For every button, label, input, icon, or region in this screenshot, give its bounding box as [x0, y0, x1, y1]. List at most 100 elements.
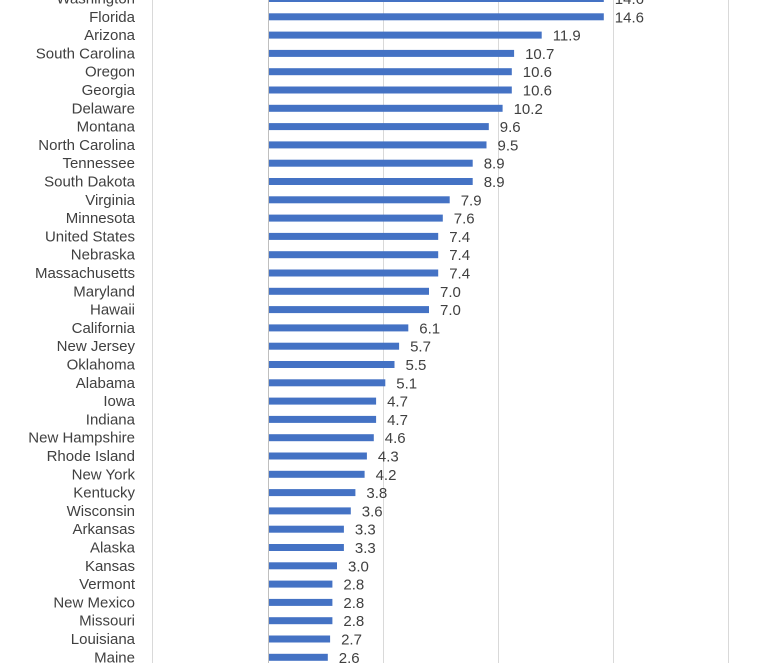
value-label: 11.9 — [553, 28, 581, 45]
category-label: Massachusetts — [35, 265, 135, 282]
bar — [269, 306, 429, 314]
category-label: Washington — [56, 0, 135, 8]
bar — [269, 196, 450, 204]
value-label: 4.7 — [387, 394, 408, 411]
value-label: 6.1 — [419, 320, 440, 337]
value-label: 2.8 — [343, 577, 364, 594]
bar — [269, 68, 512, 76]
value-label: 7.4 — [449, 229, 470, 246]
category-label: New Mexico — [53, 594, 135, 611]
category-label: Kentucky — [73, 485, 135, 502]
category-label: Minnesota — [66, 210, 136, 227]
bar — [269, 507, 351, 515]
bar — [269, 159, 473, 167]
bar — [269, 598, 333, 606]
bar — [269, 287, 429, 295]
value-label: 8.9 — [484, 174, 505, 191]
bar — [269, 232, 439, 240]
value-label: 2.8 — [343, 595, 364, 612]
category-label: Hawaii — [90, 302, 135, 319]
category-label: North Carolina — [38, 137, 135, 154]
value-label: 2.7 — [341, 632, 362, 649]
value-label: 8.9 — [484, 156, 505, 173]
category-label: Rhode Island — [47, 448, 135, 465]
bars — [269, 0, 604, 661]
bar — [269, 86, 512, 94]
value-label: 5.5 — [406, 357, 427, 374]
value-label: 7.9 — [461, 192, 482, 209]
bar — [269, 617, 333, 625]
value-label: 10.7 — [525, 46, 554, 63]
bar — [269, 31, 542, 39]
bar — [269, 49, 515, 57]
bar — [269, 214, 443, 222]
value-label: 10.6 — [523, 64, 552, 81]
category-label: Alabama — [76, 375, 136, 392]
value-label: 4.2 — [376, 467, 397, 484]
bar — [269, 0, 604, 2]
value-label: 3.6 — [362, 503, 383, 520]
value-labels: 14.614.611.910.710.610.610.29.69.58.98.9… — [339, 0, 644, 663]
bar — [269, 269, 439, 277]
value-label: 14.6 — [615, 0, 644, 8]
value-label: 7.4 — [449, 247, 470, 264]
value-label: 9.5 — [498, 137, 519, 154]
bar — [269, 580, 333, 588]
gridlines — [152, 0, 729, 663]
value-label: 10.6 — [523, 83, 552, 100]
category-label: Arizona — [84, 27, 136, 44]
category-label: Vermont — [79, 576, 136, 593]
category-label: Florida — [89, 9, 136, 26]
bar — [269, 434, 374, 442]
category-label: Oregon — [85, 64, 135, 81]
value-label: 3.3 — [355, 522, 376, 539]
bar — [269, 123, 489, 131]
category-label: Arkansas — [72, 521, 135, 538]
category-label: South Dakota — [44, 174, 136, 191]
category-label: Delaware — [72, 100, 135, 117]
category-label: Nebraska — [71, 247, 136, 264]
bar — [269, 104, 503, 112]
bar — [269, 397, 377, 405]
bar — [269, 13, 604, 21]
category-label: Montana — [77, 119, 136, 136]
bar — [269, 178, 473, 185]
category-label: Louisiana — [71, 631, 136, 648]
bar — [269, 379, 386, 387]
category-label: Oklahoma — [67, 357, 136, 374]
bar — [269, 562, 337, 570]
bar — [269, 342, 400, 350]
value-label: 7.6 — [454, 211, 475, 228]
value-label: 7.0 — [440, 302, 461, 319]
value-label: 3.0 — [348, 558, 369, 575]
value-label: 7.0 — [440, 284, 461, 301]
value-label: 9.6 — [500, 119, 521, 136]
bar — [269, 525, 344, 533]
category-label: Kansas — [85, 558, 135, 575]
bar — [269, 635, 331, 643]
bar — [269, 489, 356, 497]
value-label: 3.3 — [355, 540, 376, 557]
value-label: 2.6 — [339, 650, 360, 663]
value-label: 5.7 — [410, 339, 431, 356]
category-label: Missouri — [79, 613, 135, 630]
bar — [269, 251, 439, 259]
category-label: Maryland — [73, 283, 135, 300]
value-label: 10.2 — [514, 101, 543, 118]
bar — [269, 653, 328, 661]
category-label: Indiana — [86, 411, 136, 428]
category-label: New York — [72, 466, 136, 483]
category-label: Tennessee — [62, 155, 135, 172]
category-label: Alaska — [90, 540, 136, 557]
category-labels: WashingtonFloridaArizonaSouth Carolina Or… — [28, 0, 136, 663]
value-label: 4.6 — [385, 430, 406, 447]
value-label: 14.6 — [615, 9, 644, 26]
value-label: 5.1 — [396, 375, 417, 392]
bar — [269, 361, 395, 368]
bar — [269, 415, 377, 423]
category-label: United States — [45, 228, 135, 245]
category-label: New Hampshire — [28, 430, 135, 447]
bar — [269, 544, 344, 551]
category-label: Georgia — [82, 82, 136, 99]
